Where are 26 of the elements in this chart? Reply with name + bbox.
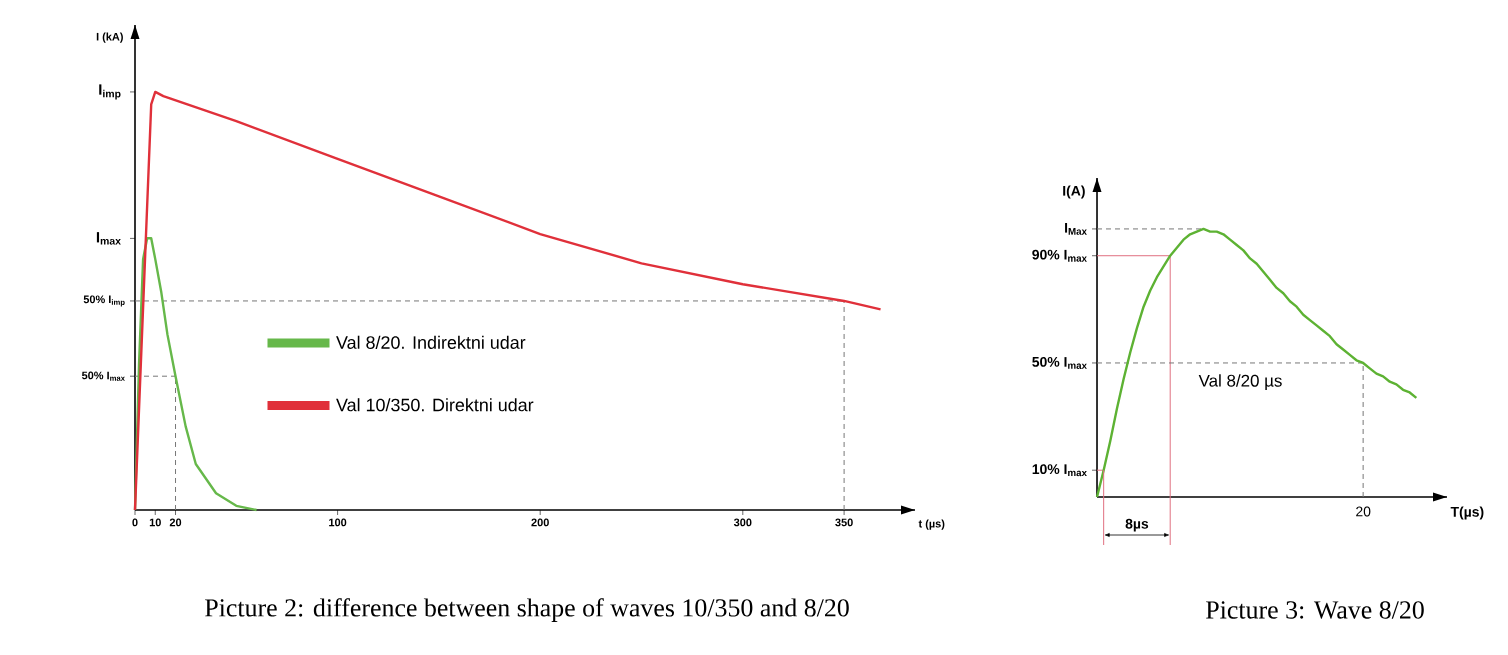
x-axis-title: t (µs) (918, 519, 945, 530)
legend-label: Val 8/20. Indirektni udar (336, 335, 526, 349)
legend-label: Val 10/350. Direktni udar (336, 398, 534, 412)
text: I$_{max}$ (96, 232, 121, 245)
text: 8µs (1125, 518, 1149, 532)
x-tick-label: 0 (132, 518, 138, 527)
y-axis-title: I (kA) (96, 32, 123, 43)
text: Picture 2: difference between shape of waves 10/350 and 8/20 (205, 598, 849, 622)
ref-line-label: 10% I$_{max}$ (1032, 464, 1087, 477)
x-tick-label: 20 (169, 518, 182, 527)
annotation: Val 8/20 µs (1198, 374, 1282, 391)
text: 20 (1356, 506, 1371, 517)
x-tick-label: 300 (733, 518, 752, 527)
y-axis-title: I(A) (1063, 185, 1085, 199)
text: I$_{imp}$ (99, 84, 121, 100)
x-tick-label: 350 (835, 518, 853, 527)
x-axis-title: T(µs) (1450, 506, 1484, 520)
x-tick-label: 200 (531, 518, 549, 527)
ref-line-label: 90% I$_{max}$ (1032, 249, 1087, 262)
text: Picture 3: Wave 8/20 (1206, 601, 1424, 619)
ref-line-label: 50% I$_{imp}$ (83, 295, 125, 307)
ref-line-label: 50% I$_{max}$ (81, 371, 125, 381)
ref-line-label: 50% I$_{max}$ (1032, 356, 1087, 369)
ref-line-label: I$_{Max}$ (1065, 223, 1087, 235)
x-tick-label: 10 (149, 518, 161, 527)
x-tick-label: 100 (329, 518, 347, 527)
